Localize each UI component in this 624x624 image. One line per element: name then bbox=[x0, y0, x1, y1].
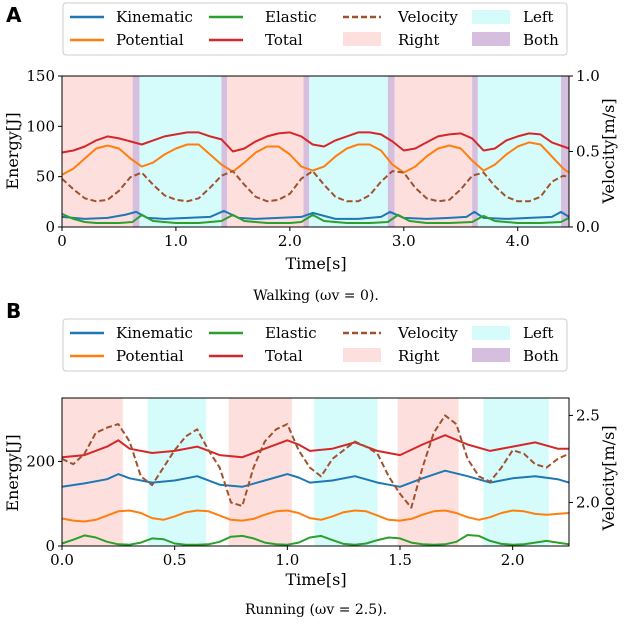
y-axis-label-b: Energy[J] bbox=[3, 434, 22, 511]
x-tick-label-b-0: 0.0 bbox=[50, 551, 74, 569]
legend-b-both-label: Both bbox=[523, 347, 559, 365]
x-tick-label-a-2: 2.0 bbox=[278, 232, 302, 250]
phase-band-both-a-7 bbox=[387, 76, 395, 227]
panel-b: B Kinematic Potential Elastic Total Velo… bbox=[3, 299, 618, 618]
panel-label-b: B bbox=[6, 299, 21, 323]
series-potential-b bbox=[61, 509, 570, 523]
series-total-a bbox=[61, 131, 570, 154]
x-axis-label-b: Time[s] bbox=[285, 570, 346, 589]
y2-axis-label-a: Velocity[m/s] bbox=[599, 98, 618, 204]
legend-b-left-swatch bbox=[472, 326, 510, 340]
phase-band-right-b-0 bbox=[62, 398, 123, 546]
series-velocity-b bbox=[61, 414, 570, 509]
series-elastic-b bbox=[61, 534, 570, 546]
legend-b-elastic-label: Elastic bbox=[265, 324, 317, 342]
y-tick-label-b-0: 0 bbox=[45, 537, 55, 555]
phase-band-left-a-10 bbox=[477, 76, 562, 227]
phase-band-right-b-2 bbox=[228, 398, 292, 546]
phase-band-both-a-5 bbox=[303, 76, 310, 227]
x-axis-label-a: Time[s] bbox=[285, 254, 346, 273]
legend-b-right-label: Right bbox=[398, 347, 439, 365]
legend-a: Kinematic Potential Elastic Total Veloci… bbox=[62, 2, 568, 56]
legend-a-both-swatch bbox=[472, 32, 510, 46]
x-tick-label-b-4: 2.0 bbox=[501, 551, 525, 569]
legend-b-total-label: Total bbox=[265, 347, 303, 365]
legend-b-potential-label: Potential bbox=[116, 347, 184, 365]
y-tick-label-a-0: 0 bbox=[45, 218, 55, 236]
y-tick-label-a-2: 100 bbox=[26, 117, 55, 135]
legend-a-kinematic-label: Kinematic bbox=[116, 8, 193, 26]
axes-frame-b bbox=[61, 397, 570, 547]
legend-b-both-swatch bbox=[472, 348, 510, 362]
phase-band-both-a-1 bbox=[132, 76, 140, 227]
x-tick-label-b-3: 1.5 bbox=[388, 551, 412, 569]
legend-a-velocity-label: Velocity bbox=[397, 8, 458, 26]
panel-a: A Kinematic Potential Elastic Total Velo… bbox=[3, 2, 618, 304]
y-tick-label-a-1: 50 bbox=[36, 168, 55, 186]
caption-a: Walking (ωv = 0). bbox=[253, 288, 379, 304]
series-potential-a bbox=[61, 141, 570, 176]
series-velocity-a bbox=[61, 170, 570, 203]
legend-a-frame bbox=[62, 2, 568, 56]
series-kinematic-b bbox=[61, 469, 570, 488]
legend-a-right-label: Right bbox=[398, 31, 439, 49]
y2-tick-label-a-2: 1.0 bbox=[576, 67, 600, 85]
legend-a-left-swatch bbox=[472, 10, 510, 24]
plot-area-b: 0.0 0.5 1.0 1.5 2.0 0 200 2.0 2.5 bbox=[26, 397, 600, 569]
series-total-b bbox=[61, 434, 569, 459]
phase-band-left-a-6 bbox=[309, 76, 388, 227]
x-tick-label-a-1: 1.0 bbox=[164, 232, 188, 250]
legend-a-potential-label: Potential bbox=[116, 31, 184, 49]
y2-tick-label-a-0: 0.0 bbox=[576, 218, 600, 236]
phase-band-left-a-2 bbox=[139, 76, 222, 227]
legend-b-right-swatch bbox=[343, 348, 381, 362]
phase-band-both-a-11 bbox=[561, 76, 569, 227]
y-tick-label-a-3: 150 bbox=[26, 67, 55, 85]
x-tick-label-b-1: 0.5 bbox=[163, 551, 187, 569]
x-tick-label-a-3: 3.0 bbox=[392, 232, 416, 250]
x-tick-label-b-2: 1.0 bbox=[275, 551, 299, 569]
legend-a-elastic-label: Elastic bbox=[265, 8, 317, 26]
phase-band-both-a-3 bbox=[221, 76, 228, 227]
caption-b: Running (ωv = 2.5). bbox=[245, 602, 387, 618]
y-tick-label-b-1: 200 bbox=[26, 452, 55, 470]
legend-a-total-label: Total bbox=[265, 31, 303, 49]
phase-band-left-b-1 bbox=[147, 398, 207, 546]
y2-axis-label-b: Velocity[m/s] bbox=[599, 425, 618, 531]
legend-b: Kinematic Potential Elastic Total Veloci… bbox=[62, 318, 568, 372]
x-tick-label-a-4: 4.0 bbox=[506, 232, 530, 250]
series-elastic-a bbox=[61, 212, 570, 224]
y2-tick-label-b-1: 2.5 bbox=[576, 406, 600, 424]
y2-tick-label-b-0: 2.0 bbox=[576, 493, 600, 511]
x-tick-label-a-0: 0 bbox=[57, 232, 67, 250]
legend-b-frame bbox=[62, 318, 568, 372]
y-axis-label-a: Energy[J] bbox=[3, 112, 22, 189]
phase-band-both-a-9 bbox=[472, 76, 478, 227]
legend-b-left-label: Left bbox=[523, 324, 553, 342]
legend-a-right-swatch bbox=[343, 32, 381, 46]
y2-tick-label-a-1: 0.5 bbox=[576, 143, 600, 161]
legend-a-both-label: Both bbox=[523, 31, 559, 49]
phase-band-right-a-4 bbox=[227, 76, 304, 227]
phase-band-left-b-5 bbox=[483, 398, 549, 546]
legend-b-velocity-label: Velocity bbox=[397, 324, 458, 342]
phase-band-right-a-0 bbox=[62, 76, 133, 227]
legend-a-left-label: Left bbox=[523, 8, 553, 26]
panel-label-a: A bbox=[6, 3, 22, 27]
legend-b-kinematic-label: Kinematic bbox=[116, 324, 193, 342]
plot-area-a: 0 1.0 2.0 3.0 4.0 0 50 100 150 0.0 0.5 1.0 bbox=[26, 67, 600, 250]
